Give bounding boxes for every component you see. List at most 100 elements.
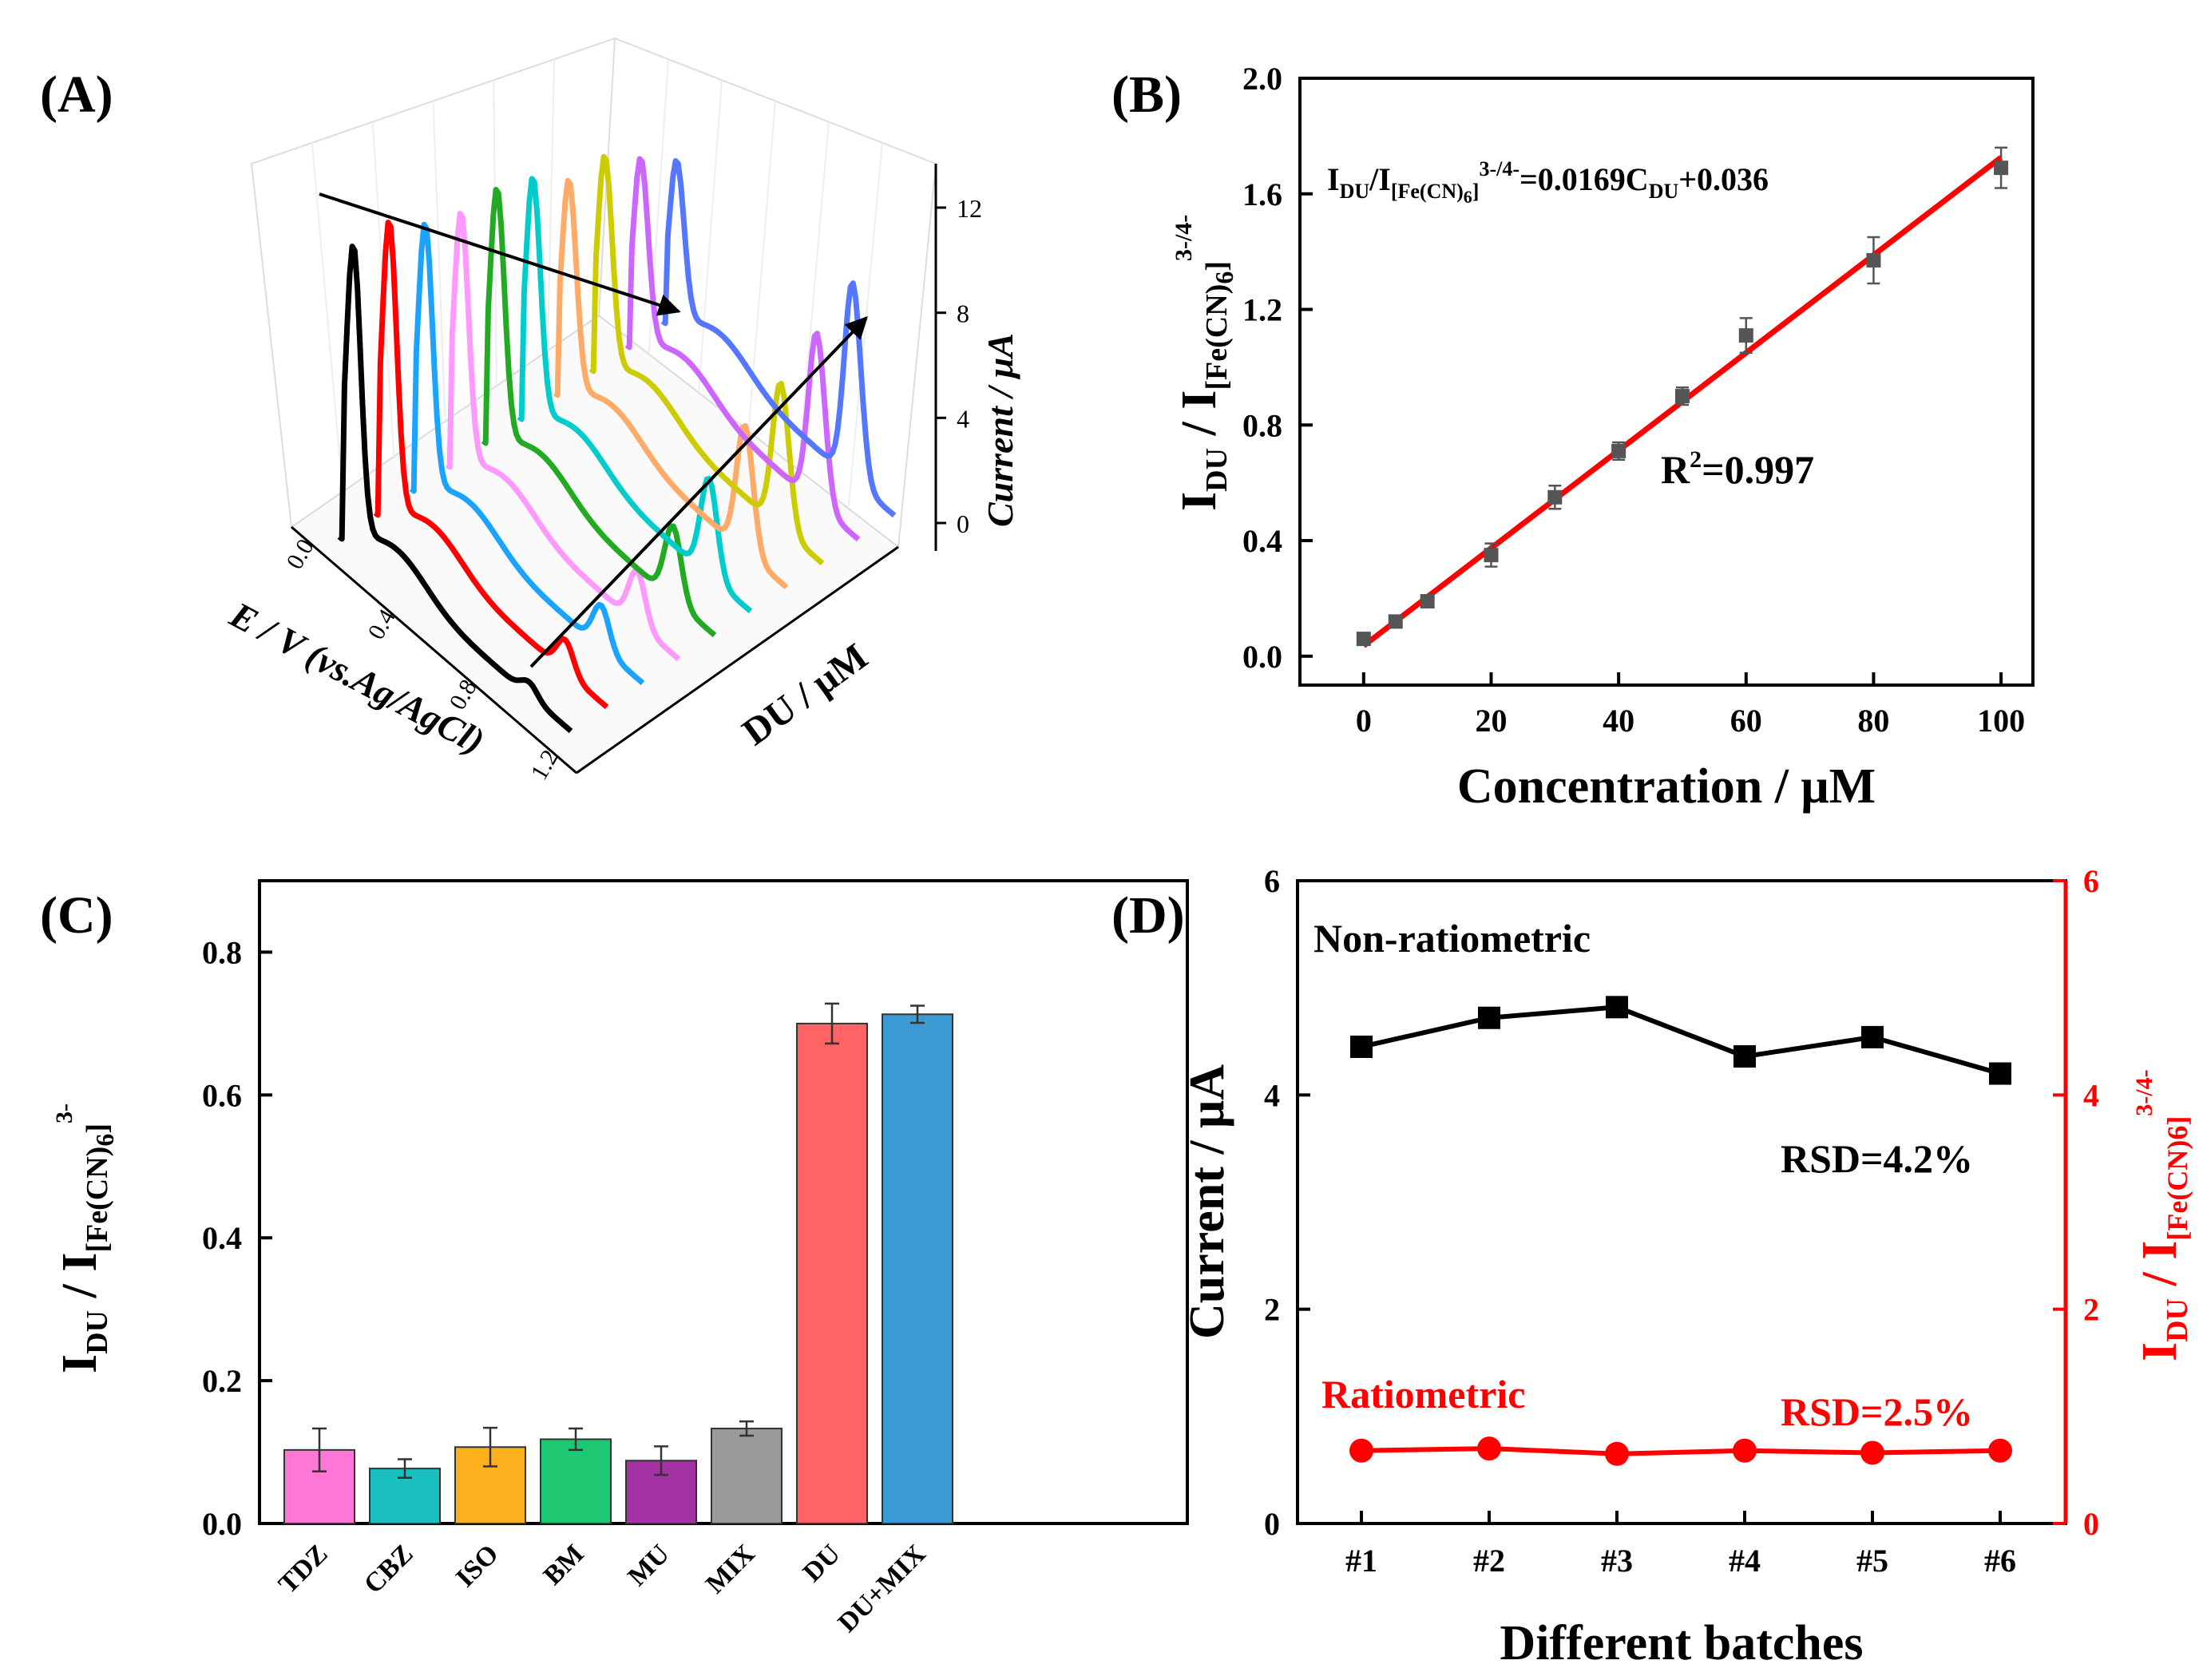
z-tick-label: 4 (957, 404, 969, 433)
x-tick-label: #2 (1473, 1543, 1505, 1579)
data-point (1349, 1438, 1373, 1463)
x-tick-label: #5 (1856, 1543, 1888, 1579)
y2-tick-label: 4 (2083, 1077, 2099, 1113)
y-tick-label: 4 (1264, 1077, 1280, 1113)
voltammogram-curve (409, 221, 645, 686)
data-point (1733, 1045, 1756, 1068)
panel-b-r2: R2=0.997 (1661, 446, 1814, 492)
panel-d-legend-nonratio: Non-ratiometric (1313, 916, 1591, 961)
y-tick-label: 0.0 (202, 1506, 242, 1542)
data-point (1350, 1035, 1373, 1058)
x-tick-label: #1 (1345, 1543, 1377, 1579)
panel-d: (D) 0 2 4 6 0 2 4 6 #1 #2 #3 #4 #5 #6 Non-ratiometric… (1111, 863, 2194, 1670)
data-point (1388, 614, 1403, 629)
voltammogram-curve (624, 156, 861, 542)
data-point (1860, 1440, 1884, 1465)
panel-b: (B) 0 20 40 60 80 100 0.0 0.4 0.8 1.2 1.6 2.0 IDU/I… (1111, 61, 2035, 814)
voltammogram-curve (517, 176, 753, 614)
category-label: DU (798, 1539, 846, 1587)
panel-a-z-title: Current / μA (980, 333, 1020, 527)
data-point (1988, 1438, 2012, 1463)
decrease-arrow (319, 192, 681, 316)
voltammogram-curve (553, 177, 789, 590)
grid-line (311, 142, 344, 492)
category-label: MIX (700, 1539, 761, 1599)
data-point (1674, 389, 1690, 404)
y2-tick-label: 0 (2083, 1506, 2099, 1542)
y-tick-label: 0.8 (202, 934, 242, 970)
panel-d-legend-ratio: Ratiometric (1321, 1372, 1525, 1417)
data-point (1484, 548, 1499, 563)
panel-d-y2-title: IDU / I[Fe(CN)6]3-/4- (2131, 1069, 2194, 1361)
y-tick-label: 1.6 (1242, 176, 1282, 212)
x-tick-label: 80 (1857, 703, 1889, 739)
grid-line (798, 121, 830, 470)
panel-b-equation: IDU/I[Fe(CN)6]3-/4-=0.0169CDU+0.036 (1327, 157, 1769, 207)
panel-d-label: (D) (1111, 886, 1185, 945)
y2-tick-label: 6 (2083, 863, 2099, 899)
grid-line (698, 80, 723, 393)
y-axis-line (576, 545, 899, 775)
category-label: BM (538, 1539, 590, 1591)
z-tick-label: 0 (957, 509, 969, 538)
series-line (1361, 1446, 2001, 1456)
voltammogram-curve (373, 220, 609, 710)
panel-c-plot-frame (258, 879, 1189, 1525)
data-point (1611, 443, 1626, 458)
increase-arrow (529, 315, 868, 668)
panel-d-x-title: Different batches (1500, 1616, 1863, 1670)
x-tick-label: 40 (1603, 703, 1634, 739)
panel-b-plot-frame (1298, 77, 2035, 687)
voltammogram-curve (588, 153, 825, 566)
panel-d-y-title: Current / μA (1180, 1064, 1234, 1339)
y-tick-label: 1.2 (1242, 292, 1282, 328)
panel-b-y-title: IDU / I[Fe(CN)6]3-/4- (1171, 215, 1238, 511)
panel-a-label: (A) (40, 65, 113, 124)
data-point (1738, 328, 1753, 343)
panel-c: (C) 0.0 0.2 0.4 0.6 0.8 TDZ CBZ ISO BM MU MIX DUDU… (40, 879, 1189, 1638)
category-label: MU (622, 1539, 675, 1591)
data-point (1356, 632, 1371, 647)
x-tick-label: #4 (1729, 1543, 1761, 1579)
panel-d-rsd-ratio: RSD=2.5% (1781, 1389, 1973, 1434)
y-tick-label: 2.0 (1242, 61, 1282, 97)
data-point (1478, 1006, 1500, 1029)
y-tick-label: 0.2 (202, 1363, 242, 1399)
panel-c-label: (C) (40, 886, 113, 945)
voltammogram-curve (481, 187, 717, 638)
x-tick-label: #6 (1984, 1543, 2016, 1579)
bar (711, 1428, 783, 1525)
category-label: TDZ (273, 1539, 334, 1599)
voltammogram-curve (445, 211, 681, 662)
panel-d-axes: 0 2 4 6 0 2 4 6 #1 #2 #3 #4 #5 #6 (1264, 863, 2099, 1579)
panel-b-axes: 0 20 40 60 80 100 0.0 0.4 0.8 1.2 1.6 2.0 (1242, 61, 2025, 739)
panel-d-rsd-nonratio: RSD=4.2% (1781, 1136, 1973, 1181)
x-tick-label: 0 (1356, 703, 1372, 739)
y-tick-label: 0.4 (1242, 523, 1282, 559)
x-tick-label: #3 (1601, 1543, 1633, 1579)
data-point (1547, 489, 1563, 505)
category-label: DU+MIX (833, 1539, 932, 1638)
bar (796, 1022, 868, 1524)
y-tick-label: 0.8 (1242, 407, 1282, 443)
y-tick-label: 6 (1264, 863, 1280, 899)
y-tick-label: 0 (1264, 1506, 1280, 1542)
panel-c-y-title: IDU / I[Fe(CN)6]3- (51, 1103, 119, 1373)
y-tick-label: 0.6 (202, 1077, 242, 1113)
grid-line (546, 59, 556, 351)
grid-line (432, 101, 446, 422)
data-point (1606, 996, 1628, 1019)
panel-c-axes: 0.0 0.2 0.4 0.6 0.8 (202, 934, 272, 1542)
y-tick-label: 0.4 (202, 1220, 242, 1256)
data-point (1733, 1438, 1757, 1463)
category-label: ISO (450, 1539, 505, 1593)
z-tick-label: 8 (957, 299, 969, 328)
panel-b-marks (1356, 146, 2009, 648)
data-point (1420, 594, 1435, 609)
category-label: CBZ (359, 1539, 419, 1599)
data-point (1866, 253, 1881, 267)
x-tick-label: 20 (1475, 703, 1507, 739)
voltammogram-curve (337, 244, 573, 734)
